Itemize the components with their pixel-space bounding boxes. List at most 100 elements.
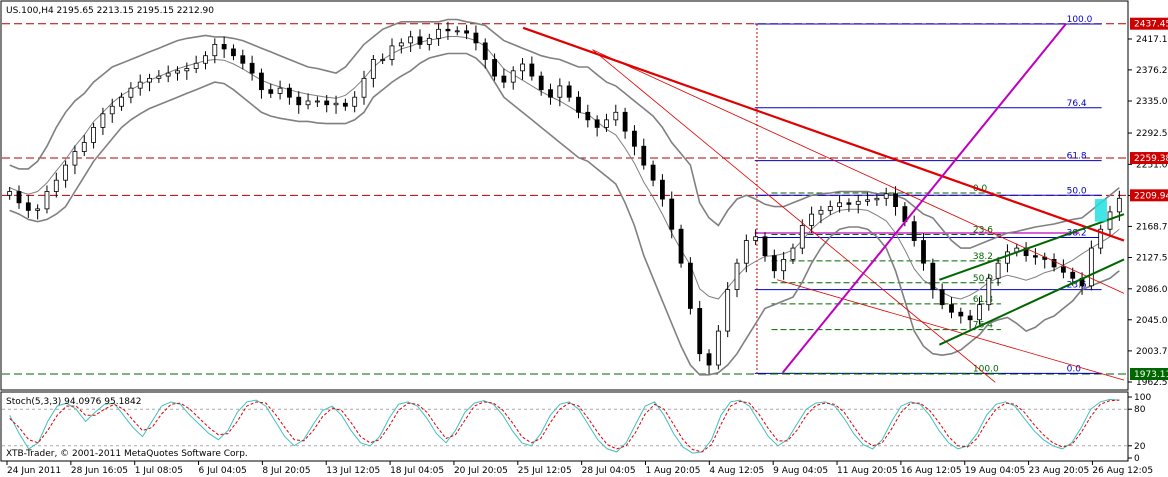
candle-body (193, 62, 199, 69)
stoch-pane-frame (0, 391, 1129, 462)
candle-body (370, 59, 376, 79)
candle-body (790, 247, 796, 260)
price-label-text: 2259.38 (1134, 154, 1168, 164)
stoch-series-signal (9, 399, 1120, 453)
price-label-box (1130, 367, 1168, 380)
candle-body (342, 102, 348, 107)
candle-body (855, 200, 861, 205)
price-label-text: 1973.11 (1134, 370, 1168, 380)
candle-body (846, 202, 852, 205)
fib-upper-label: 50.0 (1067, 186, 1087, 196)
candle-body (464, 30, 469, 34)
fib-lower-label: 100.0 (973, 364, 999, 374)
symbol-header: US.100,H4 2195.65 2213.15 2195.15 2212.9… (6, 6, 214, 16)
candle-body (156, 75, 162, 79)
candle-body (632, 130, 637, 147)
candle-body (958, 311, 964, 317)
candle-body (967, 315, 973, 321)
x-tick-label: 8 Jul 20:05 (262, 466, 310, 476)
candle-body (771, 255, 777, 272)
candle-body (305, 100, 311, 106)
x-tick-label: 4 Aug 12:05 (709, 466, 764, 476)
y-tick-label: 2376.25 (1136, 66, 1168, 76)
candle-body (548, 89, 553, 98)
trendline-thin-down-2[interactable] (592, 49, 1125, 294)
candle-body (604, 119, 609, 128)
copyright-text: XTB-Trader, © 2001-2011 MetaQuotes Softw… (6, 449, 248, 459)
candle-body (641, 145, 647, 166)
candle-body (781, 259, 787, 272)
candle-body (678, 228, 684, 264)
candle-body (72, 151, 78, 166)
candle-body (184, 68, 190, 72)
candle-body (203, 55, 208, 64)
bollinger-upper (9, 18, 1120, 249)
candle-body (137, 81, 143, 89)
candle-body (333, 102, 339, 106)
fib-upper-label: 76.4 (1067, 99, 1087, 109)
candle-body (538, 75, 544, 91)
candle-body (492, 59, 497, 77)
candle-body (212, 44, 218, 57)
candle-body (1005, 251, 1010, 264)
candle-body (697, 308, 703, 355)
y-tick-label: 2292.50 (1136, 129, 1168, 139)
candle-body (44, 191, 50, 210)
candle-body (762, 236, 768, 257)
candle-body (408, 36, 414, 44)
candle-body (1051, 259, 1057, 268)
x-tick-label: 11 Aug 20:05 (837, 466, 898, 476)
candle-body (818, 209, 824, 215)
y-tick-label: 2168.75 (1136, 222, 1168, 232)
stoch-tick-label: 80 (1134, 405, 1146, 415)
trendline-channel-bottom[interactable] (938, 258, 1125, 346)
candle-body (259, 72, 264, 91)
candle-body (799, 225, 805, 249)
price-label-box (1130, 189, 1168, 202)
y-tick-label: 2003.75 (1136, 347, 1168, 357)
candle-body (809, 213, 815, 226)
x-tick-label: 1 Aug 20:05 (645, 466, 700, 476)
candle-body (557, 85, 563, 98)
x-tick-label: 26 Aug 12:05 (1092, 466, 1153, 476)
candle-body (324, 100, 330, 106)
trendline-thin-down-1[interactable] (592, 49, 996, 383)
candle-body (874, 197, 880, 201)
candle-body (436, 28, 442, 39)
fib-lower-label: 61.8 (973, 295, 993, 305)
candle-body (734, 262, 740, 290)
x-tick-label: 13 Jul 12:05 (326, 466, 380, 476)
candle-body (240, 55, 246, 64)
trendline-magenta-line[interactable] (781, 23, 1067, 374)
bollinger-lower (9, 52, 1120, 376)
x-tick-label: 25 Jul 12:05 (518, 466, 572, 476)
candle-body (660, 179, 665, 200)
candle-body (576, 96, 581, 113)
trendline-main-downtrend[interactable] (522, 26, 1125, 242)
candle-body (930, 262, 936, 290)
candle-body (380, 59, 386, 61)
candle-body (165, 72, 171, 77)
candle-body (147, 77, 152, 83)
candle-body (482, 42, 488, 60)
x-tick-label: 28 Jul 04:05 (582, 466, 636, 476)
candle-body (977, 304, 982, 321)
x-tick-label: 16 Aug 12:05 (901, 466, 962, 476)
stoch-series-main (9, 398, 1120, 454)
trendline-thin-down-3[interactable] (776, 279, 1125, 381)
candle-body (725, 289, 731, 332)
candle-body (1060, 266, 1066, 273)
candle-body (837, 202, 842, 208)
candle-body (109, 105, 115, 115)
trendline-channel-top[interactable] (939, 213, 1125, 281)
candle-body (986, 277, 992, 306)
candle-body (501, 75, 507, 83)
candle-body (650, 164, 656, 181)
candle-body (249, 62, 255, 74)
stoch-tick-label: 20 (1134, 442, 1146, 452)
y-tick-label: 2086.00 (1136, 285, 1168, 295)
candle-body (128, 87, 134, 98)
candle-body (53, 179, 59, 192)
x-tick-label: 6 Jul 04:05 (199, 466, 247, 476)
